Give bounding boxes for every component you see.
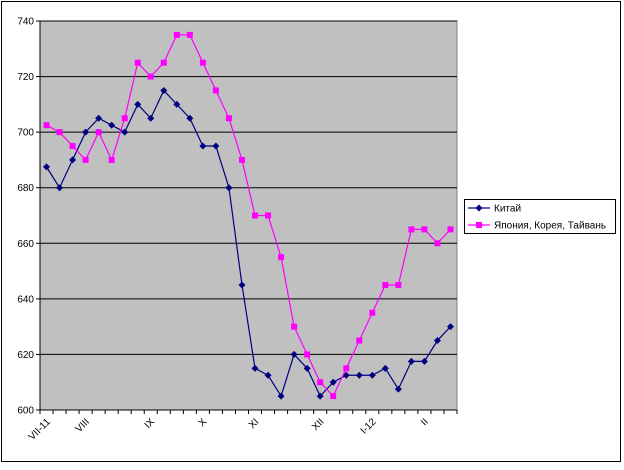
point — [186, 31, 193, 38]
point — [56, 184, 64, 192]
point — [121, 115, 128, 122]
point — [447, 226, 454, 233]
point — [304, 351, 311, 358]
point — [173, 31, 180, 38]
point — [316, 392, 324, 400]
y-tick-label: 620 — [17, 350, 34, 361]
point — [199, 59, 206, 66]
point — [330, 393, 337, 400]
point — [108, 121, 116, 129]
point — [317, 379, 324, 386]
point — [56, 129, 63, 136]
point — [43, 122, 50, 129]
point — [329, 378, 337, 386]
legend-label: Китай — [494, 204, 521, 215]
point — [356, 337, 363, 344]
point — [147, 73, 154, 80]
point — [278, 254, 285, 261]
point — [446, 323, 454, 331]
series-line — [46, 34, 451, 398]
legend-marker — [475, 204, 483, 212]
point — [147, 114, 155, 122]
legend-label: Япония, Корея, Тайвань — [494, 221, 606, 232]
point — [369, 309, 376, 316]
point — [277, 392, 285, 400]
plot-area — [39, 20, 458, 411]
point — [343, 365, 350, 372]
point — [434, 240, 441, 247]
legend-marker — [476, 222, 482, 228]
point — [252, 212, 259, 219]
point — [355, 371, 363, 379]
point — [303, 364, 311, 372]
point — [212, 142, 220, 150]
point — [134, 100, 142, 108]
point — [212, 87, 219, 94]
point — [108, 156, 115, 163]
point — [381, 364, 389, 372]
point — [160, 86, 168, 94]
point — [43, 163, 51, 171]
point — [408, 226, 415, 233]
point — [160, 59, 167, 66]
point — [394, 385, 402, 393]
point — [121, 128, 129, 136]
point — [290, 350, 298, 358]
point — [69, 156, 77, 164]
point — [95, 114, 103, 122]
point — [69, 143, 76, 150]
point — [433, 337, 441, 345]
point — [173, 100, 181, 108]
point — [407, 357, 415, 365]
point — [342, 371, 350, 379]
point — [395, 281, 402, 288]
point — [134, 59, 141, 66]
y-tick-label: 720 — [17, 72, 34, 83]
y-tick-label: 700 — [17, 128, 34, 139]
point — [291, 323, 298, 330]
point — [251, 364, 259, 372]
point — [186, 114, 194, 122]
point — [421, 226, 428, 233]
point — [82, 156, 89, 163]
point — [95, 129, 102, 136]
point — [382, 281, 389, 288]
point — [368, 371, 376, 379]
x-tick-label: II — [419, 417, 431, 429]
point — [238, 281, 246, 289]
y-tick-label: 640 — [17, 294, 34, 305]
point — [225, 184, 233, 192]
point — [199, 142, 207, 150]
y-tick-label: 680 — [17, 183, 34, 194]
y-tick-label: 660 — [17, 239, 34, 250]
legend-box — [464, 199, 616, 234]
point — [82, 128, 90, 136]
y-tick-label: 600 — [17, 406, 34, 417]
y-tick-label: 740 — [17, 17, 34, 28]
point — [238, 156, 245, 163]
point — [265, 212, 272, 219]
point — [420, 357, 428, 365]
point — [264, 371, 272, 379]
point — [225, 115, 232, 122]
